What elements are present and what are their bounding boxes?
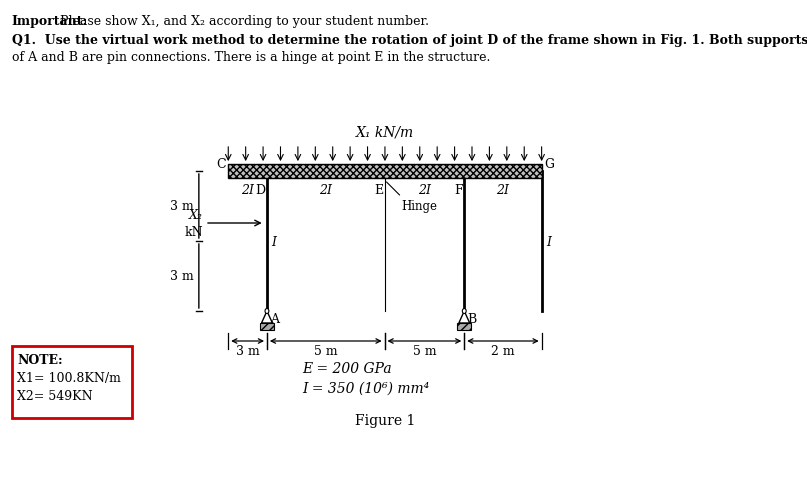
- Text: 2 m: 2 m: [491, 344, 515, 357]
- Text: 5 m: 5 m: [314, 344, 337, 357]
- Text: A: A: [270, 313, 279, 325]
- Text: 2I: 2I: [496, 184, 509, 196]
- Text: X₁ kN/m: X₁ kN/m: [356, 126, 414, 140]
- Text: B: B: [467, 313, 477, 325]
- Text: E: E: [374, 184, 383, 196]
- Text: of A and B are pin connections. There is a hinge at point E in the structure.: of A and B are pin connections. There is…: [11, 51, 490, 64]
- Text: X₂: X₂: [189, 208, 203, 221]
- Text: Hinge: Hinge: [402, 199, 437, 212]
- Text: G: G: [544, 158, 554, 171]
- Text: kN: kN: [184, 225, 203, 238]
- Bar: [458, 323, 471, 330]
- Polygon shape: [261, 312, 273, 323]
- Polygon shape: [228, 165, 541, 179]
- Bar: [11, 346, 132, 418]
- Circle shape: [265, 309, 269, 314]
- Circle shape: [462, 309, 466, 314]
- Text: 3 m: 3 m: [170, 270, 194, 283]
- Text: D: D: [255, 184, 266, 196]
- Text: X2= 549KN: X2= 549KN: [17, 389, 93, 402]
- Polygon shape: [459, 312, 470, 323]
- Text: Figure 1: Figure 1: [355, 413, 415, 427]
- Text: Q1.  Use the virtual work method to determine the rotation of joint D of the fra: Q1. Use the virtual work method to deter…: [11, 34, 807, 47]
- Text: X1= 100.8KN/m: X1= 100.8KN/m: [17, 371, 121, 384]
- Text: 2I: 2I: [418, 184, 431, 196]
- Text: NOTE:: NOTE:: [17, 353, 63, 366]
- Text: F: F: [454, 184, 462, 196]
- Text: I = 350 (10⁶) mm⁴: I = 350 (10⁶) mm⁴: [302, 381, 429, 395]
- Text: Please show X₁, and X₂ according to your student number.: Please show X₁, and X₂ according to your…: [56, 15, 429, 28]
- Text: 2I: 2I: [320, 184, 332, 196]
- Text: I: I: [272, 235, 277, 248]
- Text: 5 m: 5 m: [412, 344, 437, 357]
- Bar: [260, 323, 274, 330]
- Text: I: I: [546, 235, 551, 248]
- Text: Important:: Important:: [11, 15, 88, 28]
- Text: E = 200 GPa: E = 200 GPa: [302, 361, 391, 375]
- Text: 3 m: 3 m: [236, 344, 260, 357]
- Text: 3 m: 3 m: [170, 200, 194, 213]
- Text: 2I: 2I: [241, 184, 254, 196]
- Text: C: C: [216, 158, 226, 171]
